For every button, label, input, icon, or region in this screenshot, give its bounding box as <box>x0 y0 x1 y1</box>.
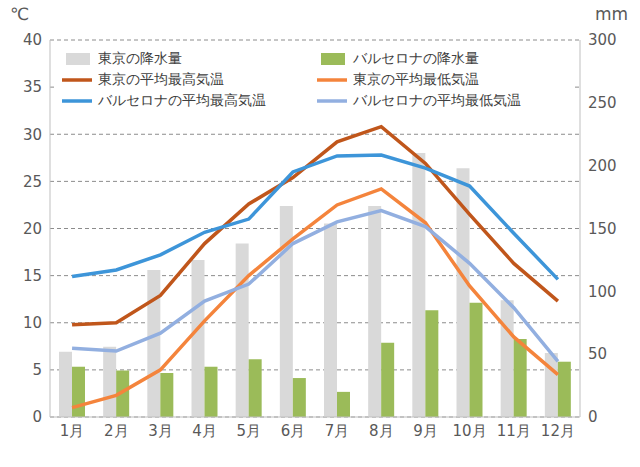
html-text:バルセロナの平均最高気温: バルセロナの平均最高気温 <box>98 91 266 108</box>
svg-text:6月: 6月 <box>281 422 306 440</box>
svg-text:5: 5 <box>32 361 42 379</box>
svg-text:5月: 5月 <box>236 422 261 440</box>
svg-text:25: 25 <box>23 173 42 191</box>
svg-text:4月: 4月 <box>192 422 217 440</box>
svg-text:2月: 2月 <box>104 422 129 440</box>
svg-text:100: 100 <box>588 283 617 301</box>
html-text:東京の平均最低気温: 東京の平均最低気温 <box>353 70 479 87</box>
svg-text:12月: 12月 <box>541 422 575 440</box>
svg-text:150: 150 <box>588 220 617 238</box>
html-text:mm: mm <box>594 4 628 24</box>
svg-text:7月: 7月 <box>325 422 350 440</box>
svg-text:10: 10 <box>23 314 42 332</box>
svg-text:200: 200 <box>588 157 617 175</box>
svg-text:250: 250 <box>588 94 617 112</box>
svg-text:35: 35 <box>23 78 42 96</box>
html-text:バルセロナの降水量: バルセロナの降水量 <box>353 49 479 66</box>
svg-text:11月: 11月 <box>497 422 531 440</box>
svg-text:8月: 8月 <box>369 422 394 440</box>
svg-text:10月: 10月 <box>453 422 487 440</box>
svg-text:3月: 3月 <box>148 422 173 440</box>
svg-text:50: 50 <box>588 345 607 363</box>
svg-text:15: 15 <box>23 267 42 285</box>
html-text:バルセロナの平均最低気温: バルセロナの平均最低気温 <box>353 91 521 108</box>
svg-text:30: 30 <box>23 126 42 144</box>
svg-text:40: 40 <box>23 31 42 49</box>
svg-text:20: 20 <box>23 220 42 238</box>
svg-text:300: 300 <box>588 31 617 49</box>
svg-text:0: 0 <box>32 408 42 426</box>
svg-text:0: 0 <box>588 408 598 426</box>
html-text:東京の降水量: 東京の降水量 <box>98 49 182 66</box>
svg-text:1月: 1月 <box>60 422 85 440</box>
html-text:東京の平均最高気温: 東京の平均最高気温 <box>98 70 224 87</box>
svg-text:9月: 9月 <box>413 422 438 440</box>
